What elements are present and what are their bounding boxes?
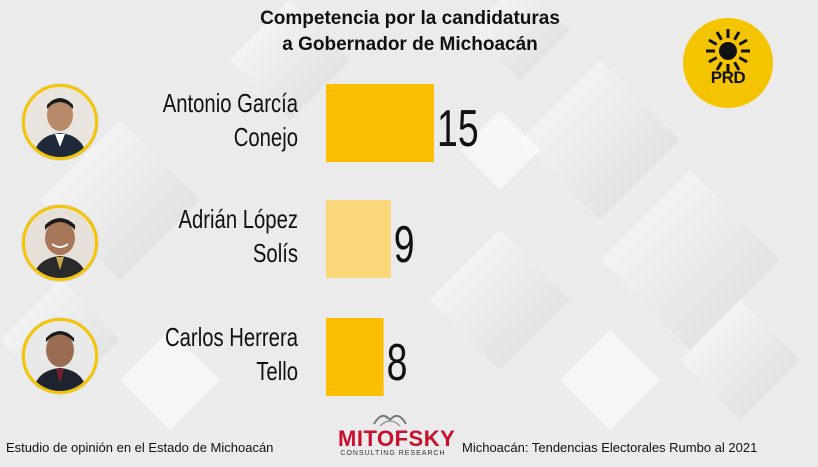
bar-2 [326,200,391,278]
candidate-name-1: Antonio García Conejo [103,86,298,154]
person-icon [25,87,95,157]
candidate-photo-3 [22,318,98,394]
candidate-name-1-line1: Antonio García [162,88,298,118]
candidate-name-2: Adrián López Solís [103,202,298,270]
brand-subtitle: CONSULTING RESEARCH [340,450,446,457]
prd-sun-icon [706,29,750,73]
person-icon [25,208,95,278]
bar-value-label-3: 8 [387,333,408,392]
candidate-name-2-line1: Adrián López [178,204,298,234]
title-line-1: Competencia por la candidaturas [260,8,560,29]
candidate-name-3: Carlos Herrera Tello [103,320,298,388]
candidate-name-2-line2: Solís [252,238,298,268]
footer-right-text: Michoacán: Tendencias Electorales Rumbo … [462,440,758,455]
person-icon [25,321,95,391]
footer-left-text: Estudio de opinión en el Estado de Micho… [6,440,274,455]
chart-title: Competencia por la candidaturas a Gobern… [150,6,670,58]
candidate-name-3-line2: Tello [256,356,298,386]
candidate-photo-2 [22,205,98,281]
bar-value-label-2: 9 [394,215,415,274]
bar-1 [326,84,434,162]
title-line-2: a Gobernador de Michoacán [282,34,538,55]
prd-logo: PRD [683,18,773,108]
candidate-name-3-line1: Carlos Herrera [165,322,298,352]
brand-name: MITOFSKY [338,426,456,451]
mitofsky-brand: MITOFSKY CONSULTING RESEARCH [338,426,456,458]
prd-logo-text: PRD [710,68,746,87]
candidate-name-1-line2: Conejo [233,122,298,152]
bar-value-label-1: 15 [437,99,479,158]
bar-3 [326,318,384,396]
candidate-photo-1 [22,84,98,160]
mitofsky-mark-icon [373,414,407,427]
